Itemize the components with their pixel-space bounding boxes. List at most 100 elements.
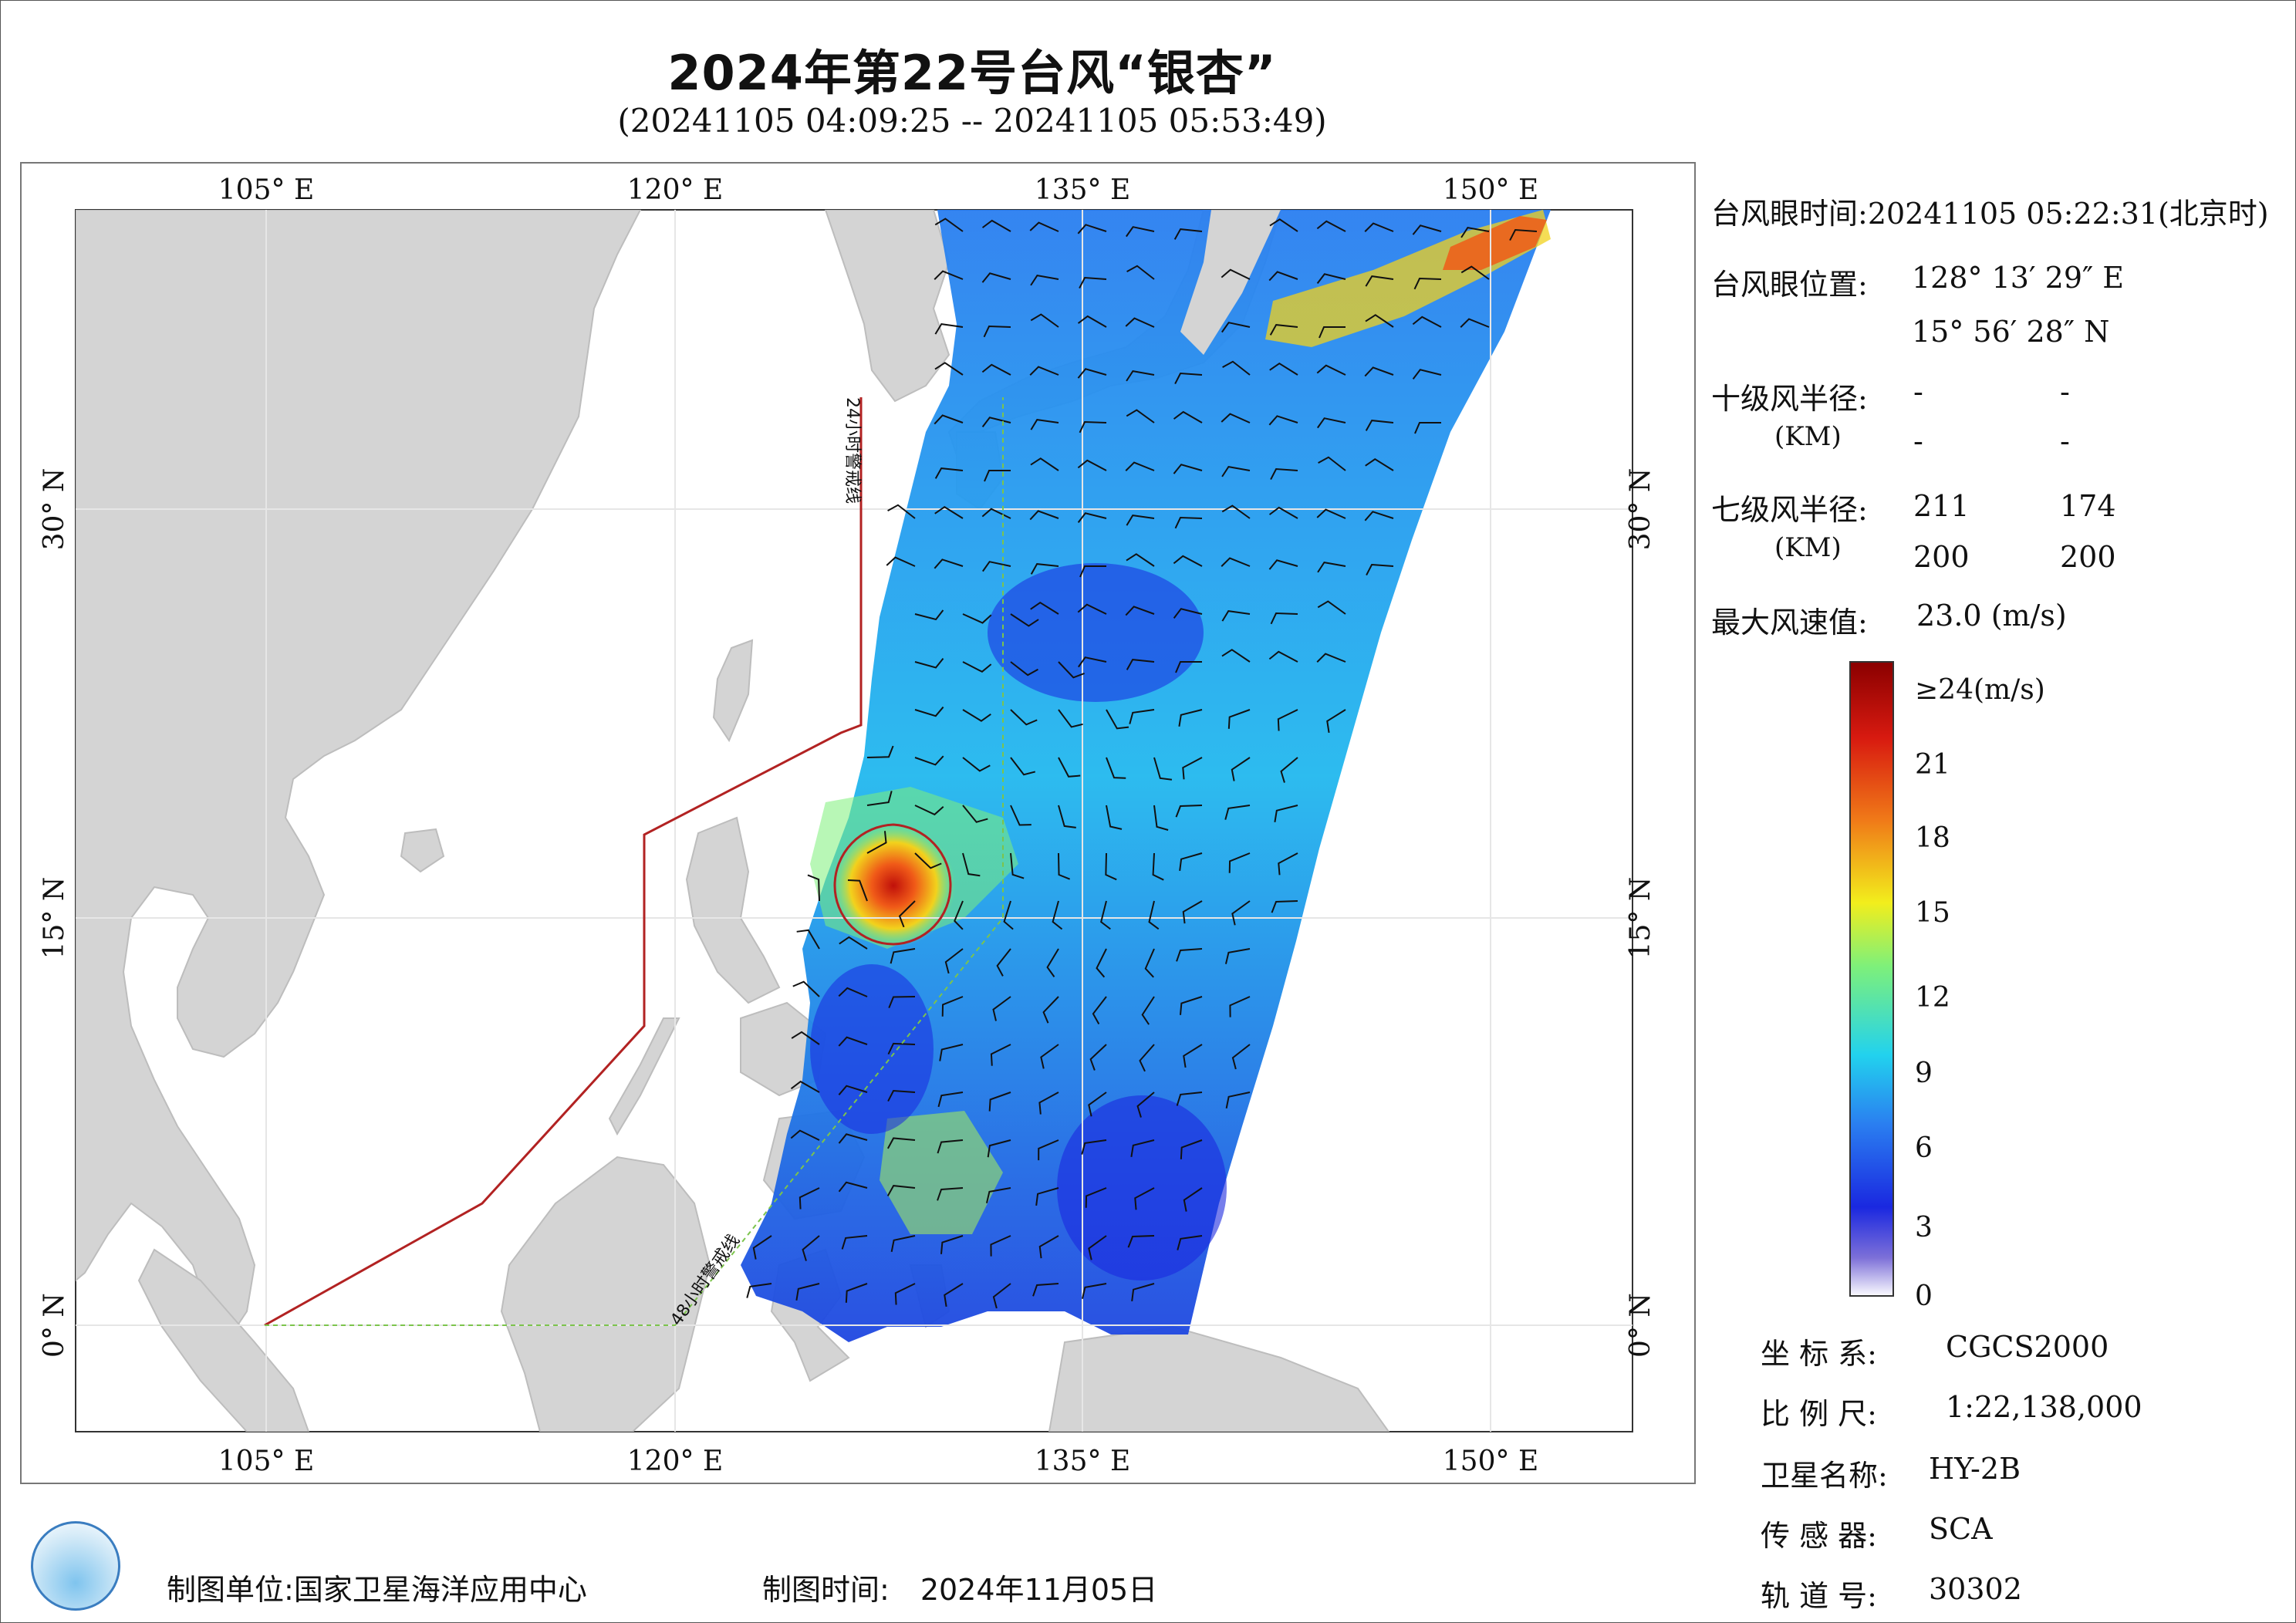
wind-barb [1182,900,1203,924]
wind-barb [914,805,944,816]
wind-barb [1173,228,1203,240]
max-wind-value: 23.0 (m/s) [1916,599,2067,633]
orbit-label: 轨 道 号: [1761,1579,1877,1613]
wind-barb [1173,410,1203,423]
warning-line-48h [265,397,1004,1326]
footer-unit-value: 国家卫星海洋应用中心 [293,1573,587,1607]
wind-barb [866,745,894,758]
scale-label: 比 例 尺: [1761,1397,1877,1431]
wind-barb [1224,948,1251,964]
typhoon-wind-radius [833,823,952,946]
wind-swath-ne-core [1443,216,1547,270]
wind-barb [1269,362,1298,376]
colorbar-label-18: 18 [1915,822,1950,854]
wind-barb [807,874,820,902]
wind-barb [1460,227,1490,238]
wind-barb [1412,224,1442,235]
max-wind-label: 最大风速值: [1711,606,1868,639]
lon-tick-bottom-105: 105° E [218,1446,314,1477]
wind-barb [1088,1235,1107,1260]
wind-barb [1509,229,1538,241]
wind-barb [1221,466,1251,477]
wind-barb [1173,608,1203,619]
wind-barb [962,805,988,823]
wind-barb [838,1133,868,1144]
wind-barb [981,272,1011,283]
wind-barb [1174,517,1203,529]
wind-barb [890,948,916,964]
wind-barb [1058,805,1076,828]
wind-barb [791,1031,820,1045]
wind-barb [940,1235,964,1254]
wind-barb [894,1283,916,1305]
wind-barb [983,326,1011,338]
wind-barb [962,852,981,877]
wind-barb [914,706,944,717]
wind-barb [1317,562,1346,573]
colorbar-label-6: 6 [1915,1132,1933,1164]
satellite-label: 卫星名称: [1761,1459,1888,1493]
wind-barb [1077,224,1107,235]
wind-barb [1364,511,1394,521]
wind-swath [741,210,1551,1342]
wind-barb [1010,613,1039,627]
taiwan [712,639,754,743]
wind-barb [1058,709,1083,728]
wind-barb [790,1129,820,1141]
r10-value-1: - [1913,375,1923,409]
colorbar-label-3: 3 [1915,1212,1933,1243]
r10-value-3: - [1913,424,1923,458]
wind-barb [1153,805,1169,831]
wind-barb [996,948,1011,977]
wind-barb [1317,417,1346,429]
wind-barb [1413,278,1442,290]
wind-barb [886,1185,916,1196]
colorbar-label-0: 0 [1915,1281,1933,1312]
orbit-value: 30302 [1929,1572,2022,1606]
wind-barb [981,363,1011,376]
wind-barb [1058,661,1085,679]
eye-time-value: 20241105 05:22:31(北京时) [1867,197,2269,231]
wind-barb [1318,456,1346,471]
wind-barb [934,270,964,280]
wind-barb [1316,508,1346,519]
wind-barb [1106,805,1123,830]
wind-barb [914,755,944,766]
colorbar-label-15: 15 [1915,897,1950,929]
palawan [608,1017,680,1136]
wind-barb [752,1235,772,1260]
wind-barb [1125,317,1155,328]
wind-barb [887,1042,916,1055]
wind-barb [1038,1139,1059,1161]
map-title: 2024年第22号台风“银杏” [667,45,1277,101]
wind-barb [799,1187,820,1210]
wind-barb [1078,656,1107,668]
wind-barb [1141,996,1155,1025]
satellite-value: HY-2B [1929,1452,2021,1486]
wind-barb [1231,1044,1251,1070]
wind-barb [1180,1139,1203,1159]
wind-barb [1088,1092,1107,1117]
typhoon-core [832,824,955,947]
wind-barb [792,980,820,997]
wind-barb [1010,805,1032,826]
wind-barb [1229,996,1251,1017]
wind-barb [1221,322,1251,333]
wind-barb [1269,324,1298,336]
wind-barb [1106,709,1129,730]
wind-barb [1032,1283,1059,1297]
wind-barb [992,996,1011,1021]
wind-barb [1228,852,1251,873]
wind-barb [1126,409,1155,423]
wind-barb [1174,373,1203,385]
wind-barb [1316,364,1346,376]
wind-barb [941,996,964,1017]
wind-barb [1222,360,1251,376]
footer-unit-label: 制图单位: [167,1573,294,1607]
low-wind-3 [810,964,934,1134]
r7-value-1: 211 [1913,489,1970,523]
wind-barb [1129,709,1155,724]
wind-barb [1231,900,1251,926]
wind-barb [981,219,1011,232]
